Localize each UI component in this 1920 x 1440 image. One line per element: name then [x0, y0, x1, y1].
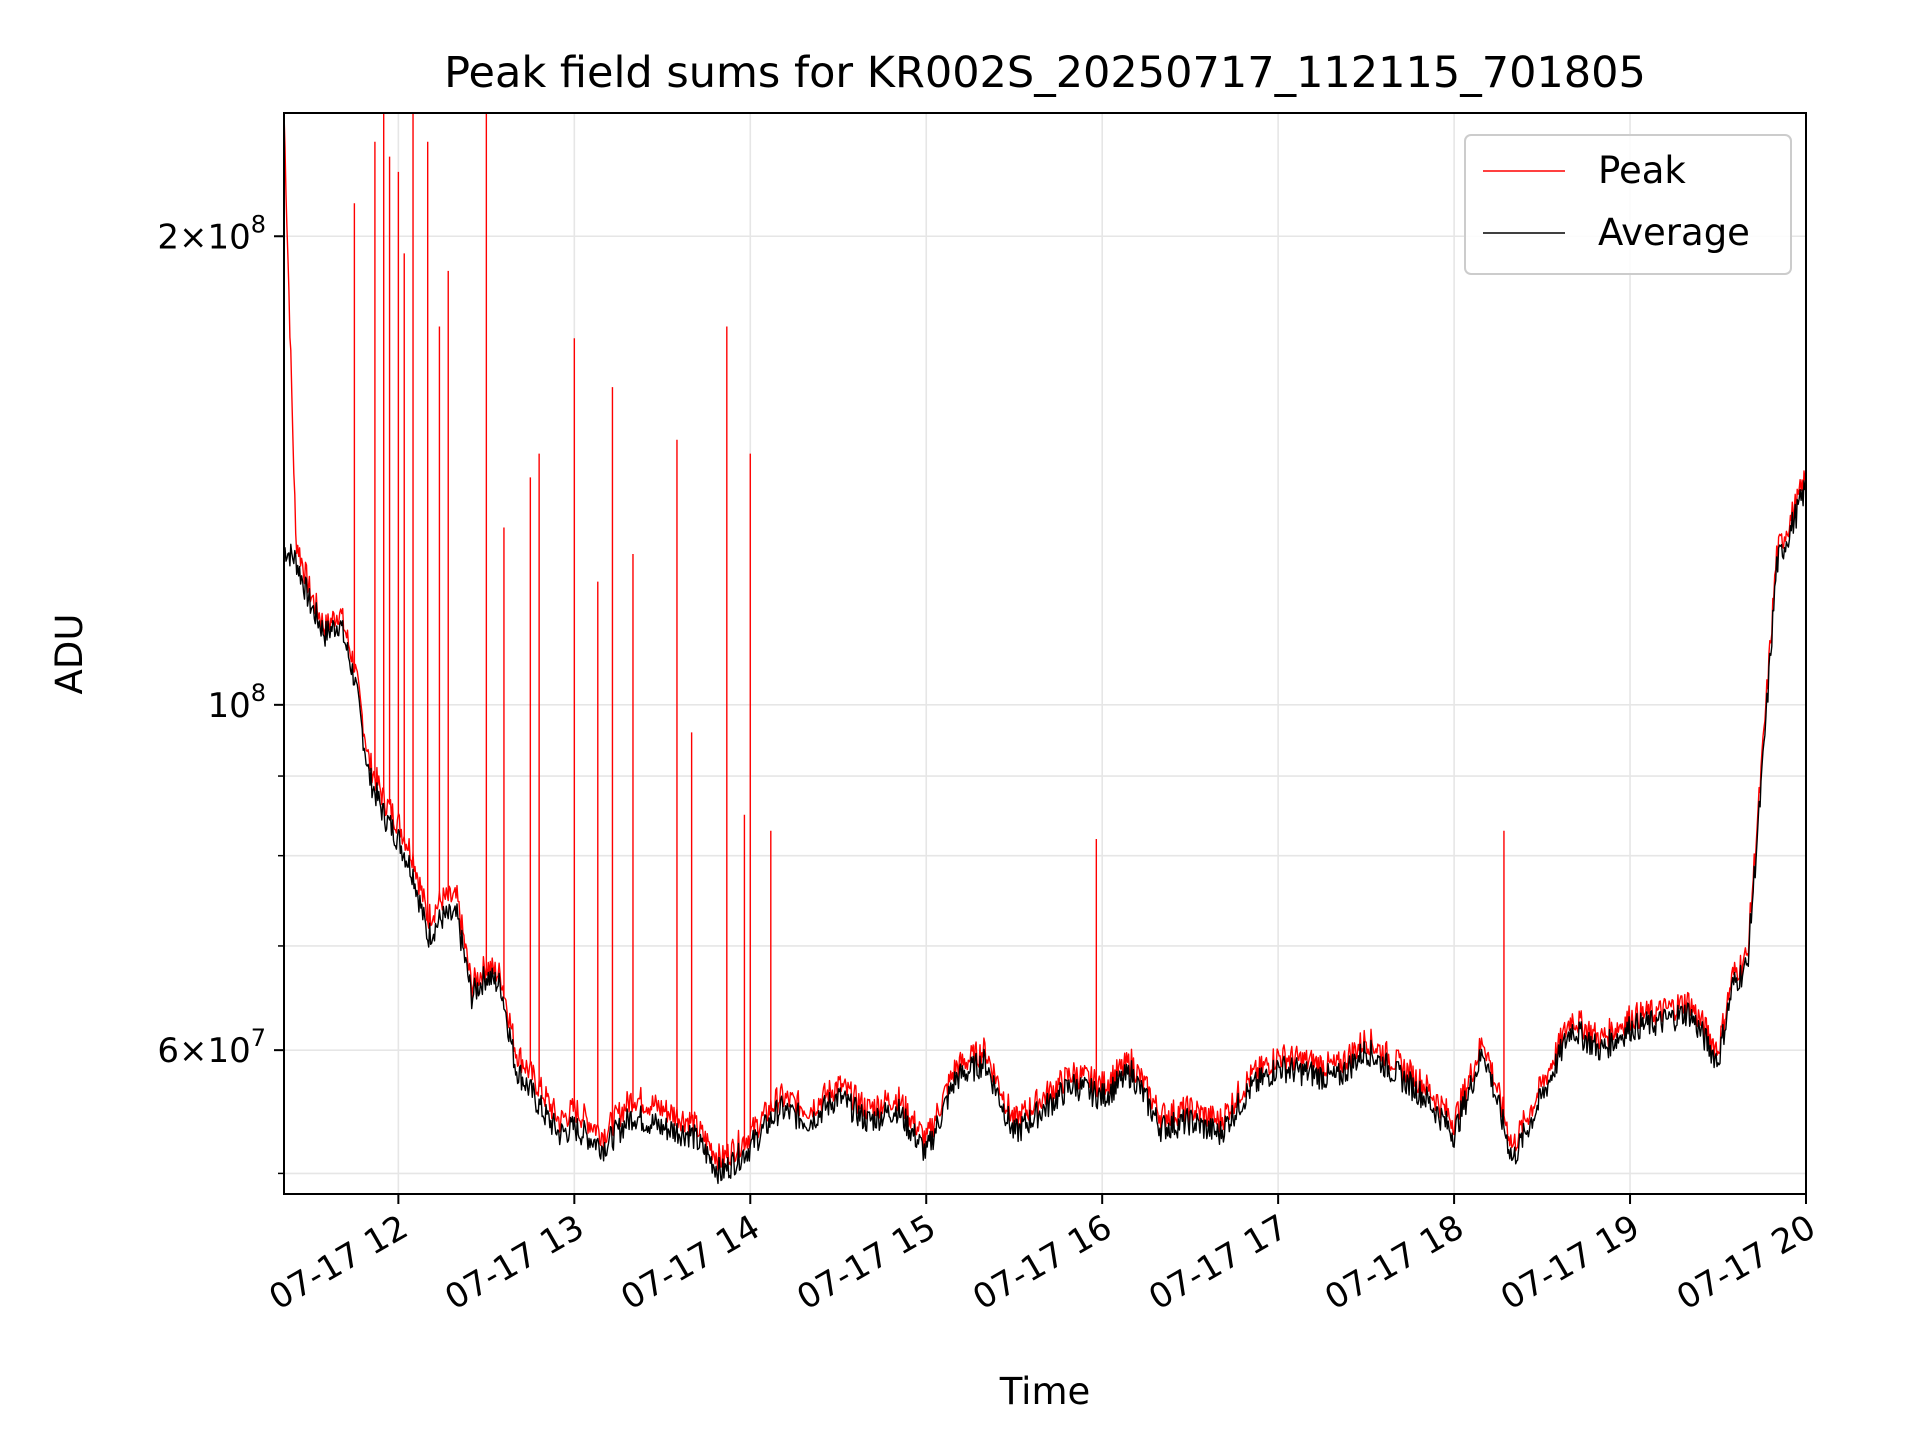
- plot-frame: [283, 112, 1807, 1195]
- x-axis-label: Time: [999, 1370, 1091, 1413]
- legend-peak-label: Peak: [1598, 149, 1686, 192]
- y-axis-ticks: 6×107 108 2×108: [157, 210, 284, 1175]
- y-tick-label: 6×107: [157, 1024, 266, 1071]
- legend-average-label: Average: [1598, 211, 1750, 254]
- y-tick-label: 108: [207, 679, 266, 726]
- series-average-line: [284, 480, 1806, 1185]
- legend-box: [1464, 134, 1792, 275]
- series-peak-line: [284, 113, 1806, 1171]
- y-axis-label: ADU: [48, 614, 91, 695]
- chart-title: Peak field sums for KR002S_20250717_1121…: [444, 48, 1646, 98]
- y-tick-label: 2×108: [157, 210, 266, 257]
- series-layer: [284, 113, 1806, 1185]
- chart-legend: Peak Average: [1464, 134, 1792, 275]
